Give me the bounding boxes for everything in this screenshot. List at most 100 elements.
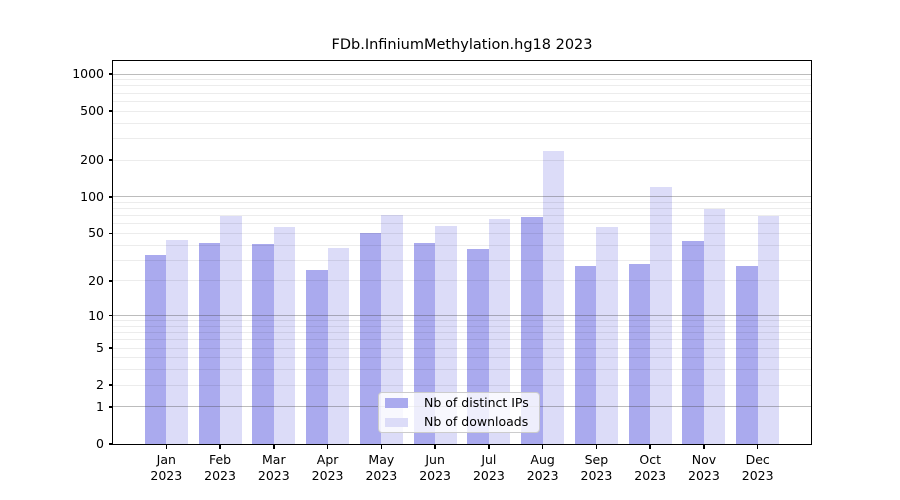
- legend-label-distinct-ips: Nb of distinct IPs: [424, 394, 529, 410]
- x-tick-mark-icon: [165, 444, 167, 449]
- x-tick-mark-icon: [649, 444, 651, 449]
- bar-downloads-apr: [327, 247, 350, 444]
- bar-downloads-dec: [757, 215, 780, 444]
- bar-distinct-ips-aug: [521, 217, 543, 444]
- minor-gridline: [113, 122, 811, 124]
- x-tick-year: 2023: [365, 468, 398, 483]
- minor-gridline: [113, 332, 811, 334]
- minor-gridline: [113, 339, 811, 341]
- x-tick-month: Oct: [639, 452, 661, 467]
- major-gridline: [113, 315, 811, 317]
- minor-gridline: [113, 201, 811, 203]
- bar-distinct-ips-sep: [574, 265, 597, 444]
- bars-layer: [113, 61, 811, 444]
- x-tick-month: Feb: [208, 452, 232, 467]
- y-tick-label: 1000: [72, 66, 104, 82]
- minor-gridline: [113, 320, 811, 322]
- legend: Nb of distinct IPs Nb of downloads: [378, 392, 540, 433]
- x-tick-year: 2023: [311, 468, 344, 483]
- minor-gridline: [113, 384, 811, 386]
- minor-gridline: [113, 208, 811, 210]
- minor-gridline: [113, 159, 811, 161]
- x-tick-label: May 2023: [351, 452, 411, 484]
- plot-area: [112, 60, 812, 445]
- major-grid-layer: [113, 61, 811, 444]
- y-tick-label: 5: [96, 340, 104, 356]
- y-tick-mark-icon: [108, 232, 114, 235]
- x-tick-mark-icon: [434, 444, 436, 449]
- x-tick-year: 2023: [257, 468, 290, 483]
- minor-gridline: [113, 280, 811, 282]
- bar-downloads-jan: [166, 240, 188, 444]
- minor-gridline: [113, 223, 811, 225]
- minor-gridline: [113, 369, 811, 371]
- y-tick-label: 100: [80, 188, 104, 204]
- y-tick-label: 0: [96, 436, 104, 451]
- y-tick-mark-icon: [108, 73, 114, 75]
- bar-distinct-ips-oct: [628, 263, 651, 444]
- x-tick-month: Jul: [481, 452, 497, 467]
- legend-label-downloads: Nb of downloads: [424, 414, 529, 430]
- bar-downloads-nov: [703, 208, 726, 444]
- x-tick-mark-icon: [488, 444, 490, 449]
- bar-distinct-ips-apr: [306, 269, 328, 444]
- minor-gridline: [113, 357, 811, 359]
- y-tick-mark-icon: [108, 110, 114, 112]
- x-tick-month: Apr: [316, 452, 339, 467]
- y-tick-label: 1: [96, 398, 104, 414]
- bar-downloads-mar: [273, 227, 296, 444]
- bar-downloads-sep: [596, 226, 618, 444]
- x-tick-year: 2023: [419, 468, 452, 483]
- x-tick-label: Apr 2023: [298, 452, 358, 484]
- bar-downloads-aug: [542, 150, 565, 444]
- x-tick-month: Aug: [530, 452, 555, 467]
- minor-gridline: [113, 232, 811, 234]
- minor-gridline: [113, 92, 811, 94]
- minor-gridline: [113, 110, 811, 112]
- y-tick-mark-icon: [108, 196, 114, 198]
- bar-distinct-ips-may: [359, 233, 382, 444]
- x-tick-label: Dec 2023: [728, 452, 788, 484]
- bar-distinct-ips-jan: [144, 255, 167, 444]
- x-tick-mark-icon: [703, 444, 705, 449]
- minor-gridline: [113, 137, 811, 139]
- x-tick-mark-icon: [219, 444, 221, 449]
- major-gridline: [113, 196, 811, 198]
- x-tick-month: Jun: [425, 452, 445, 467]
- y-tick-label: 20: [88, 272, 104, 288]
- minor-gridline: [113, 347, 811, 349]
- bar-downloads-jul: [488, 218, 511, 444]
- minor-gridline: [113, 215, 811, 217]
- bar-downloads-oct: [650, 187, 672, 444]
- x-tick-year: 2023: [741, 468, 774, 483]
- x-tick-year: 2023: [526, 468, 559, 483]
- x-tick-month: Nov: [691, 452, 717, 467]
- y-tick-mark-icon: [108, 384, 114, 386]
- y-tick-mark-icon: [108, 314, 114, 317]
- y-tick-mark-icon: [108, 159, 114, 161]
- legend-swatch-distinct-ips-icon: [385, 398, 408, 408]
- x-tick-month: May: [368, 452, 395, 467]
- x-tick-month: Sep: [584, 452, 609, 467]
- y-tick-label: 10: [88, 307, 104, 323]
- x-tick-month: Mar: [262, 452, 286, 467]
- x-tick-year: 2023: [634, 468, 667, 483]
- bar-downloads-feb: [220, 215, 242, 444]
- x-tick-month: Dec: [745, 452, 770, 467]
- legend-swatch-downloads-icon: [385, 417, 408, 427]
- major-gridline: [113, 73, 811, 75]
- minor-gridline: [113, 85, 811, 87]
- y-tick-mark-icon: [108, 443, 114, 445]
- minor-grid-layer: [113, 61, 811, 444]
- x-tick-label: Feb 2023: [190, 452, 250, 484]
- y-tick-mark-icon: [108, 280, 114, 282]
- x-tick-year: 2023: [150, 468, 183, 483]
- x-tick-year: 2023: [580, 468, 613, 483]
- x-tick-label: Sep 2023: [566, 452, 626, 484]
- x-tick-label: Aug 2023: [513, 452, 573, 484]
- bar-distinct-ips-dec: [736, 265, 758, 444]
- chart-title: FDb.InfiniumMethylation.hg18 2023: [331, 37, 593, 53]
- x-tick-label: Jul 2023: [459, 452, 519, 484]
- minor-gridline: [113, 325, 811, 327]
